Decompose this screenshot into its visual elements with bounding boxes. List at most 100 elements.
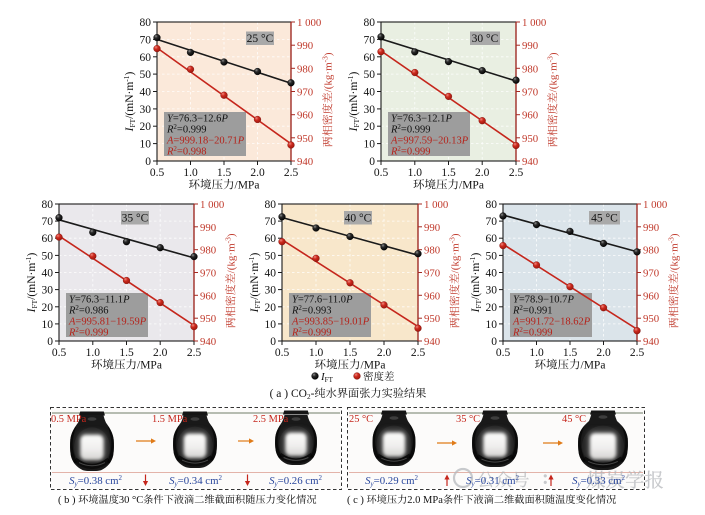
svg-text:/MPa: /MPa [361,360,386,372]
svg-text:20: 20 [364,121,376,133]
svg-text:2.5: 2.5 [411,347,426,359]
svg-text:( a ) CO2-: ( a ) CO2- [270,388,315,401]
svg-text:Sy=0.26 cm2: Sy=0.26 cm2 [269,474,322,488]
svg-text:990: 990 [424,222,440,234]
svg-text:960: 960 [200,290,216,302]
svg-text:980: 980 [297,63,313,75]
svg-text:1.0: 1.0 [86,347,101,359]
svg-text:40: 40 [486,268,498,280]
svg-text:50: 50 [486,250,498,262]
svg-text:2.5: 2.5 [284,167,299,179]
svg-text:20: 20 [140,121,152,133]
svg-text:940: 940 [643,336,659,348]
svg-text:940: 940 [200,336,216,348]
svg-text:1 000: 1 000 [297,17,321,29]
svg-text:0.5 MPa: 0.5 MPa [51,414,87,425]
svg-text:30: 30 [140,104,152,116]
svg-text:1.0: 1.0 [529,347,544,359]
svg-text:0: 0 [47,336,53,348]
svg-text:50: 50 [140,69,152,81]
svg-text:30: 30 [265,285,277,297]
svg-text:2.0: 2.0 [250,167,265,179]
svg-text:30: 30 [486,285,498,297]
svg-text:40: 40 [140,87,152,99]
svg-text:960: 960 [643,290,659,302]
svg-text:R2=0.993: R2=0.993 [291,304,331,317]
svg-text:70: 70 [265,216,277,228]
svg-text:Sy=0.29 cm2: Sy=0.29 cm2 [365,474,418,488]
svg-text:990: 990 [200,222,216,234]
svg-text:45 °C: 45 °C [562,414,586,425]
svg-text:35 °C: 35 °C [456,414,480,425]
svg-text:( c ): ( c ) [347,495,367,506]
svg-text:950: 950 [424,313,440,325]
svg-text:40: 40 [364,87,376,99]
svg-text:0.5: 0.5 [374,167,389,179]
svg-text:R2=0.999: R2=0.999 [390,123,430,136]
svg-text:20: 20 [42,302,54,314]
svg-text:A=995.81−19.59P: A=995.81−19.59P [68,317,147,328]
svg-text:990: 990 [297,40,313,52]
svg-text:80: 80 [42,199,54,211]
svg-text:2.5: 2.5 [630,347,645,359]
svg-text:( b ): ( b ) [58,495,78,506]
svg-text:Y=76.3−11.1P: Y=76.3−11.1P [69,295,130,306]
svg-text:50: 50 [265,250,277,262]
svg-text:10: 10 [486,319,498,331]
svg-text:R2=0.986: R2=0.986 [68,304,108,317]
svg-text:30: 30 [42,285,54,297]
svg-text:Y=78.9−10.7P: Y=78.9−10.7P [513,295,574,306]
svg-text:A=997.59−20.13P: A=997.59−20.13P [390,136,469,147]
svg-text:25 °C: 25 °C [247,33,274,45]
svg-text:/MPa: /MPa [137,360,162,372]
svg-text:IFT: IFT [320,371,334,384]
svg-text:35 °C: 35 °C [122,213,149,225]
svg-text:2.5: 2.5 [187,347,202,359]
svg-text:A=991.72−18.62P: A=991.72−18.62P [512,317,591,328]
svg-text:0.5: 0.5 [275,347,290,359]
svg-text:980: 980 [643,245,659,257]
svg-text:70: 70 [140,34,152,46]
svg-text:R2=0.998: R2=0.998 [166,145,206,158]
svg-text:60: 60 [42,233,54,245]
svg-text:950: 950 [522,133,538,145]
svg-text:80: 80 [140,17,152,29]
svg-text:1.5: 1.5 [217,167,232,179]
svg-text:20: 20 [486,302,498,314]
svg-text:A=993.85−19.01P: A=993.85−19.01P [291,317,370,328]
svg-text:960: 960 [297,110,313,122]
svg-text:A=999.18−20.71P: A=999.18−20.71P [166,136,245,147]
svg-text:1.5: 1.5 [343,347,358,359]
svg-text:0: 0 [369,156,375,168]
svg-text:2.5: 2.5 [509,167,524,179]
svg-text:IFT/(mN·m-1): IFT/(mN·m-1) [346,71,361,132]
svg-text:1.0: 1.0 [408,167,423,179]
svg-text:70: 70 [42,216,54,228]
svg-text:IFT/(mN·m-1): IFT/(mN·m-1) [247,252,262,313]
svg-text:1 000: 1 000 [424,199,448,211]
svg-text:Y=77.6−11.0P: Y=77.6−11.0P [292,295,353,306]
svg-text:80: 80 [486,199,498,211]
svg-text:R2=0.999: R2=0.999 [512,326,552,339]
svg-text:1.5: 1.5 [563,347,578,359]
svg-text:970: 970 [200,268,216,280]
svg-text:940: 940 [424,336,440,348]
svg-text:70: 70 [486,216,498,228]
svg-text:0.5: 0.5 [150,167,165,179]
svg-text:940: 940 [297,156,313,168]
svg-text:2.5 MPa: 2.5 MPa [253,414,289,425]
svg-text:1.0: 1.0 [309,347,324,359]
svg-text:1.5: 1.5 [119,347,134,359]
svg-text:970: 970 [424,268,440,280]
svg-text:Sy=0.33 cm2: Sy=0.33 cm2 [572,474,625,488]
svg-text:1 000: 1 000 [200,199,224,211]
svg-text:60: 60 [140,52,152,64]
svg-text:960: 960 [424,290,440,302]
svg-text:Sy=0.34 cm2: Sy=0.34 cm2 [169,474,222,488]
svg-text:0: 0 [270,336,276,348]
svg-text:1.0: 1.0 [183,167,198,179]
svg-text:0: 0 [145,156,151,168]
svg-text:45 °C: 45 °C [591,213,618,225]
svg-text:80: 80 [265,199,277,211]
svg-text:70: 70 [364,34,376,46]
